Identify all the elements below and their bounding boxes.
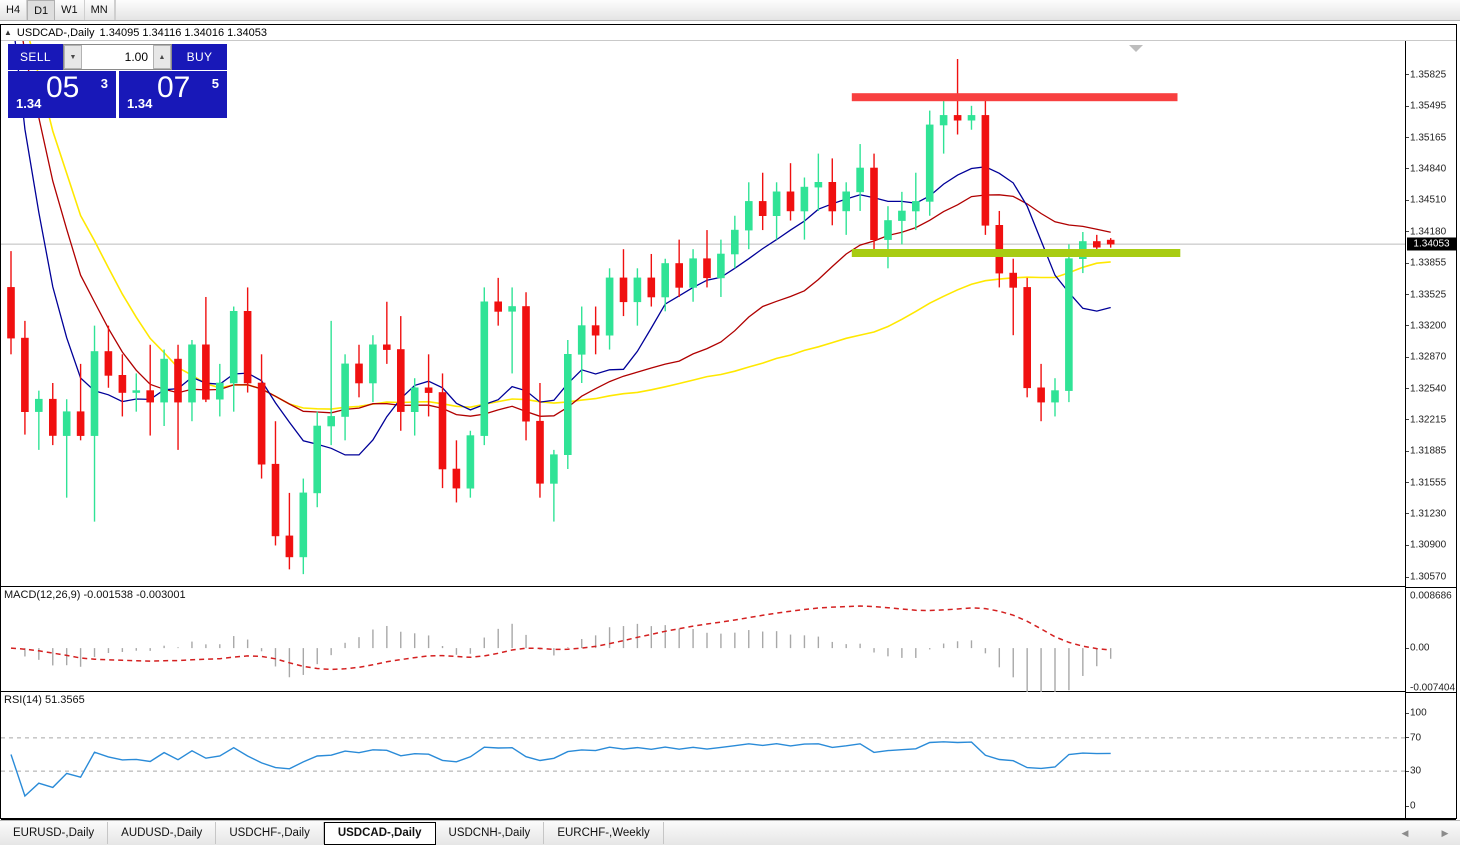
price-scale-tick: 1.34840 [1406,163,1446,174]
rsi-plot [1,737,1405,798]
one-click-top-row: SELL ▼ 1.00 ▲ BUY [8,44,227,70]
chart-tab-strip: EURUSD-,Daily AUDUSD-,Daily USDCHF-,Daily U… [0,820,1460,845]
chart-symbol-title: USDCAD-,Daily [16,26,95,39]
chart-tab-usdcad[interactable]: USDCAD-,Daily [323,821,436,845]
rsi-label: RSI(14) 51.3565 [4,694,85,706]
macd-plot [10,605,1112,692]
price-scale-tick: 1.33855 [1406,258,1446,269]
rsi-scale-tick: 0 [1406,801,1416,812]
sell-price-prefix: 1.34 [16,96,42,111]
price-chart-pane[interactable] [1,41,1405,587]
price-scale-tick: 1.34510 [1406,195,1446,206]
triangle-left-icon[interactable]: ◀ [1401,827,1409,838]
triangle-right-icon[interactable]: ▶ [1441,827,1449,838]
price-scale-tick: 1.35825 [1406,69,1446,80]
sell-button[interactable]: SELL [8,44,63,70]
tab-scroll-controls[interactable]: ◀ ▶ [1396,825,1454,841]
sell-price-big: 05 [46,71,80,104]
price-scale-tick: 1.33200 [1406,320,1446,331]
chevron-down-icon[interactable]: ▼ [64,45,82,69]
price-scale-tick: 1.31230 [1406,508,1446,519]
buy-price-fraction: 5 [211,76,219,91]
price-scale-tick: 1.32870 [1406,352,1446,363]
scale-separator [1406,587,1457,588]
rsi-scale-tick: 100 [1406,708,1427,719]
value-scale[interactable]: 1.35825 1.35495 1.35165 1.34840 1.34510 1.341… [1405,41,1457,818]
chart-tab-audusd[interactable]: AUDUSD-,Daily [108,822,217,844]
macd-label: MACD(12,26,9) -0.001538 -0.003001 [4,589,186,601]
volume-stepper[interactable]: ▼ 1.00 ▲ [63,44,172,70]
price-scale-tick: 1.30900 [1406,540,1446,551]
one-click-trading-panel[interactable]: SELL ▼ 1.00 ▲ BUY 1.34 05 3 1.34 07 5 [8,44,227,139]
macd-pane[interactable]: MACD(12,26,9) -0.001538 -0.003001 [1,588,1405,692]
price-scale-tick: 1.32540 [1406,383,1446,394]
timeframe-button-w1[interactable]: W1 [55,0,85,20]
macd-scale-tick: -0.007404 [1410,682,1456,694]
timeframe-button-d1[interactable]: D1 [27,0,56,20]
timeframe-toolbar: H4 D1 W1 MN [0,0,1460,21]
price-scale-tick: 1.32215 [1406,414,1446,425]
buy-button[interactable]: BUY [172,44,227,70]
scale-separator [1406,692,1457,693]
timeframe-button-mn[interactable]: MN [85,0,115,20]
chart-tab-usdchf[interactable]: USDCHF-,Daily [216,822,324,844]
chart-tab-usdcnh[interactable]: USDCNH-,Daily [436,822,545,844]
pane-collapse-caret-icon[interactable] [1129,45,1143,52]
rsi-scale-tick: 70 [1406,732,1421,743]
rsi-pane[interactable]: RSI(14) 51.3565 [1,693,1405,818]
chart-title-bar: ▲ USDCAD-,Daily 1.34095 1.34116 1.34016 … [1,25,1456,41]
triangle-up-icon[interactable]: ▲ [4,27,12,37]
current-price-label: 1.34053 [1407,237,1456,251]
chart-tab-eurchf[interactable]: EURCHF-,Weekly [544,822,664,844]
price-plot [1,41,1405,575]
timeframe-button-h4[interactable]: H4 [0,0,28,20]
buy-price-prefix: 1.34 [127,96,153,111]
chart-window: ▲ USDCAD-,Daily 1.34095 1.34116 1.34016 … [0,24,1457,836]
sell-price-fraction: 3 [100,76,108,91]
price-scale-tick: 1.35495 [1406,101,1446,112]
buy-price-big: 07 [157,71,191,104]
price-scale-tick: 1.35165 [1406,132,1446,143]
price-scale-tick: 1.30570 [1406,572,1446,583]
chart-ohlc-values: 1.34095 1.34116 1.34016 1.34053 [99,26,267,39]
price-scale-tick: 1.31885 [1406,446,1446,457]
macd-scale-tick: 0.008686 [1410,590,1452,602]
volume-input[interactable]: 1.00 [124,50,148,64]
price-scale-tick: 1.34180 [1406,226,1446,237]
buy-price-button[interactable]: 1.34 07 5 [119,71,227,118]
one-click-price-row: 1.34 05 3 1.34 07 5 [8,71,227,118]
price-scale-tick: 1.31555 [1406,477,1446,488]
rsi-scale-tick: 30 [1406,766,1421,777]
chart-tab-eurusd[interactable]: EURUSD-,Daily [0,822,109,844]
macd-scale-tick: 0.00 [1406,643,1429,654]
chevron-up-icon[interactable]: ▲ [153,45,171,69]
price-scale-tick: 1.33525 [1406,289,1446,300]
toolbar-empty-area [114,0,1460,20]
sell-price-button[interactable]: 1.34 05 3 [8,71,116,118]
